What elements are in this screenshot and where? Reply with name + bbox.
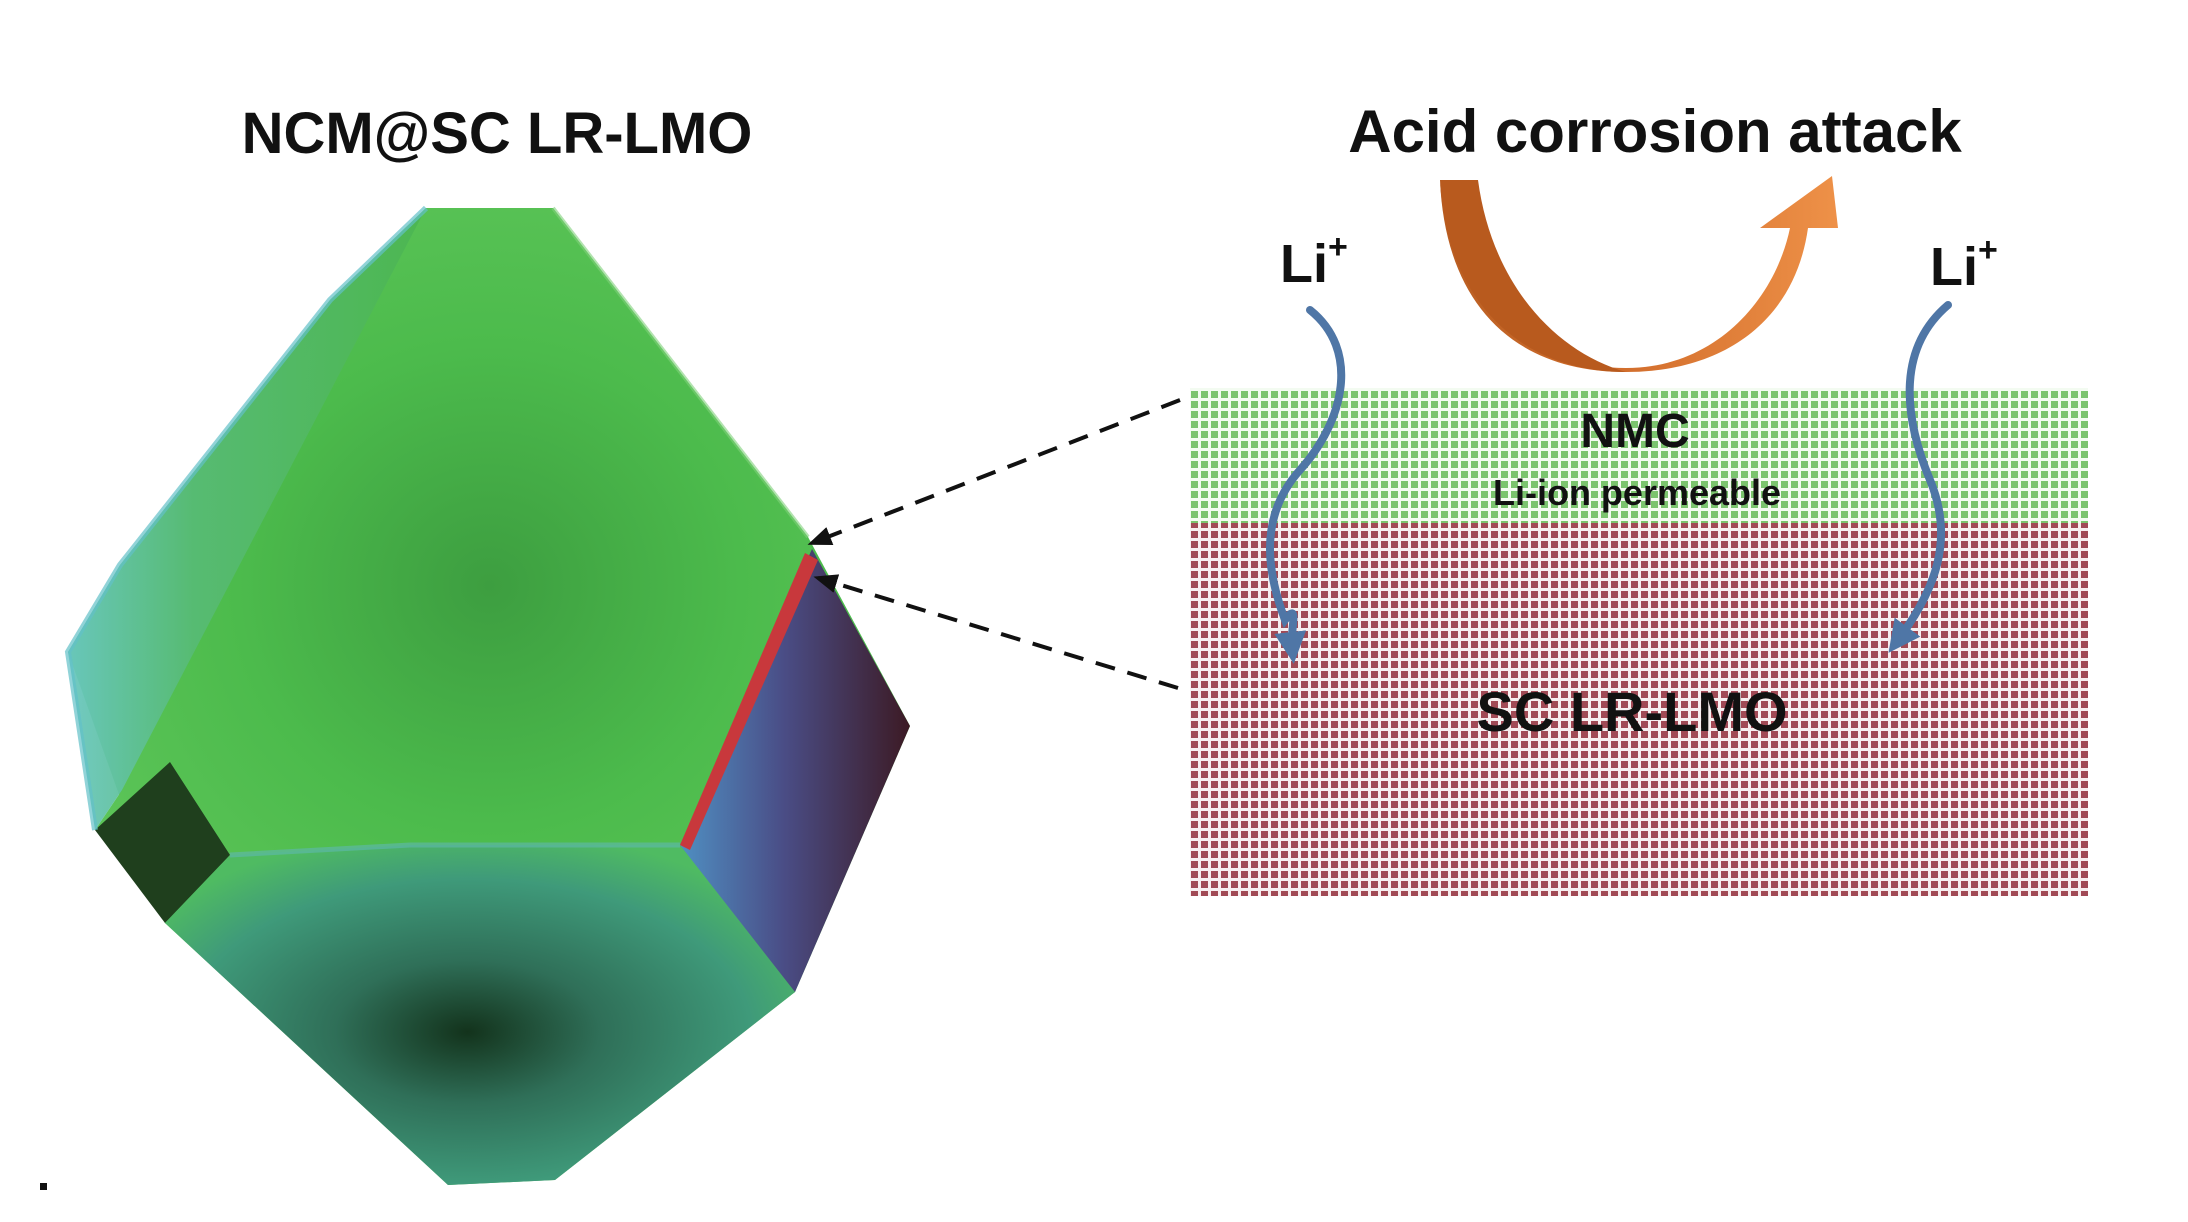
ion-path-left-icon — [1266, 306, 1346, 664]
nmc-sublabel: Li-ion permeable — [1493, 472, 1781, 513]
ion-path-right-icon — [1888, 301, 1952, 653]
crystal-particle-icon — [64, 205, 910, 1185]
zoom-line-top — [807, 398, 1181, 545]
lr-lmo-label: SC LR-LMO — [1476, 680, 1787, 743]
coating-edge — [680, 553, 818, 850]
curved-arrow-icon — [1440, 176, 1838, 372]
nmc-label: NMC — [1580, 405, 1689, 458]
particle-title: NCM@SC LR-LMO — [242, 101, 753, 166]
corrosion-title: Acid corrosion attack — [1348, 98, 1962, 165]
li-ion-label-left: Li+ — [1280, 228, 1348, 294]
stray-dot — [40, 1183, 47, 1190]
li-ion-label-right: Li+ — [1930, 231, 1998, 297]
lr-lmo-layer — [1190, 523, 2088, 896]
dark-facet — [95, 762, 230, 923]
zoom-line-bottom — [813, 574, 1179, 690]
